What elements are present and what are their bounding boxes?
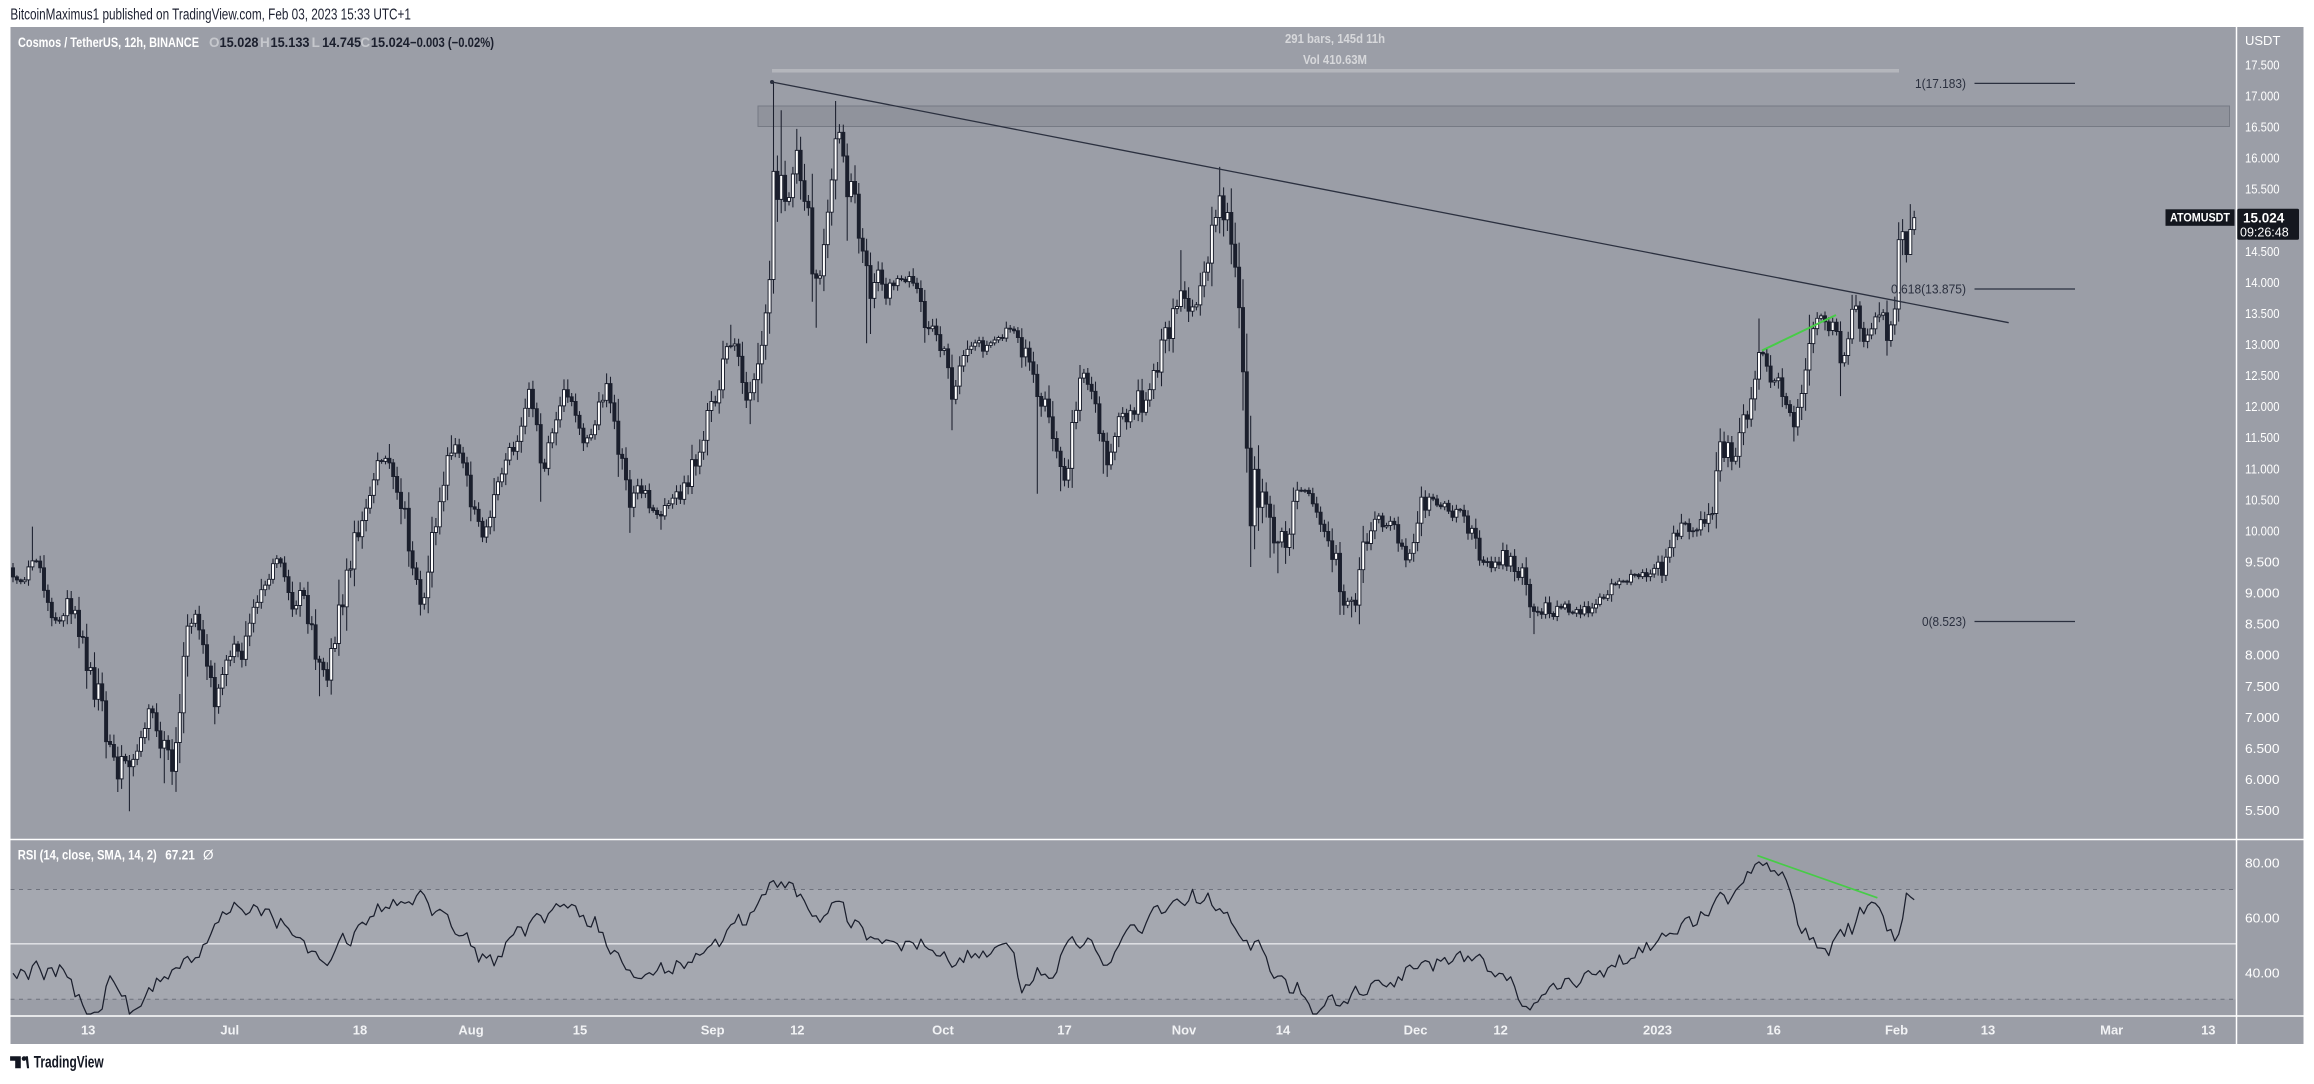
- svg-text:Oct: Oct: [932, 1023, 954, 1038]
- svg-text:13: 13: [2201, 1023, 2215, 1038]
- svg-text:15.024: 15.024: [371, 35, 410, 50]
- svg-text:17: 17: [1057, 1023, 1071, 1038]
- svg-text:13: 13: [81, 1023, 95, 1038]
- svg-text:Feb: Feb: [1885, 1023, 1908, 1038]
- svg-text:14.745: 14.745: [322, 35, 361, 50]
- svg-text:−0.003 (−0.02%): −0.003 (−0.02%): [410, 35, 494, 50]
- svg-text:09:26:48: 09:26:48: [2240, 226, 2289, 240]
- svg-text:17.000: 17.000: [2245, 89, 2280, 104]
- svg-text:Aug: Aug: [458, 1023, 483, 1038]
- svg-text:8.000: 8.000: [2245, 648, 2280, 663]
- svg-text:8.500: 8.500: [2245, 617, 2280, 632]
- svg-text:7.500: 7.500: [2245, 679, 2280, 694]
- svg-text:Jul: Jul: [220, 1023, 239, 1038]
- svg-text:13.000: 13.000: [2245, 337, 2280, 352]
- svg-text:12: 12: [790, 1023, 804, 1038]
- svg-text:Mar: Mar: [2100, 1023, 2123, 1038]
- svg-text:40.00: 40.00: [2245, 966, 2280, 981]
- svg-text:15.028: 15.028: [220, 35, 259, 50]
- svg-text:L: L: [312, 35, 320, 50]
- svg-text:Ø: Ø: [203, 848, 214, 863]
- svg-text:12.000: 12.000: [2245, 399, 2280, 414]
- svg-text:11.500: 11.500: [2245, 430, 2280, 445]
- svg-text:9.500: 9.500: [2245, 555, 2280, 570]
- svg-text:12: 12: [1493, 1023, 1507, 1038]
- svg-text:Nov: Nov: [1172, 1023, 1197, 1038]
- svg-text:13.500: 13.500: [2245, 306, 2280, 321]
- svg-text:18: 18: [353, 1023, 367, 1038]
- svg-text:0.618(13.875): 0.618(13.875): [1891, 282, 1966, 297]
- svg-text:16: 16: [1766, 1023, 1780, 1038]
- svg-text:5.500: 5.500: [2245, 803, 2280, 818]
- svg-text:7.000: 7.000: [2245, 710, 2280, 725]
- svg-text:12.500: 12.500: [2245, 368, 2280, 383]
- svg-text:60.00: 60.00: [2245, 911, 2280, 926]
- svg-text:16.500: 16.500: [2245, 120, 2280, 135]
- svg-text:15: 15: [573, 1023, 587, 1038]
- svg-text:2023: 2023: [1643, 1023, 1672, 1038]
- svg-text:10.000: 10.000: [2245, 524, 2280, 539]
- svg-text:14.500: 14.500: [2245, 244, 2280, 259]
- svg-text:9.000: 9.000: [2245, 586, 2280, 601]
- svg-text:67.21: 67.21: [165, 848, 195, 863]
- svg-text:ATOMUSDT: ATOMUSDT: [2170, 213, 2230, 225]
- svg-text:6.000: 6.000: [2245, 772, 2280, 787]
- svg-text:Sep: Sep: [701, 1023, 725, 1038]
- svg-text:6.500: 6.500: [2245, 741, 2280, 756]
- svg-text:Cosmos / TetherUS, 12h, BINANC: Cosmos / TetherUS, 12h, BINANCE: [18, 35, 199, 50]
- svg-text:10.500: 10.500: [2245, 492, 2280, 507]
- svg-text:BitcoinMaximus1 published on T: BitcoinMaximus1 published on TradingView…: [10, 7, 411, 24]
- svg-text:H: H: [260, 35, 270, 50]
- svg-text:15.133: 15.133: [271, 35, 310, 50]
- svg-text:C: C: [360, 35, 370, 50]
- svg-text:291 bars, 145d 11h: 291 bars, 145d 11h: [1285, 31, 1385, 46]
- svg-text:11.000: 11.000: [2245, 461, 2280, 476]
- svg-text:Vol 410.63M: Vol 410.63M: [1303, 52, 1367, 67]
- svg-text:1(17.183): 1(17.183): [1915, 76, 1966, 91]
- svg-text:0(8.523): 0(8.523): [1922, 614, 1966, 629]
- svg-text:16.000: 16.000: [2245, 151, 2280, 166]
- svg-text:TradingView: TradingView: [34, 1054, 104, 1072]
- svg-text:15.500: 15.500: [2245, 182, 2280, 197]
- svg-text:O: O: [209, 35, 220, 50]
- svg-text:USDT: USDT: [2245, 33, 2280, 48]
- svg-text:Dec: Dec: [1404, 1023, 1428, 1038]
- svg-text:14.000: 14.000: [2245, 275, 2280, 290]
- svg-text:14: 14: [1276, 1023, 1291, 1038]
- svg-text:80.00: 80.00: [2245, 856, 2280, 871]
- svg-text:13: 13: [1981, 1023, 1995, 1038]
- svg-text:RSI (14, close, SMA, 14, 2): RSI (14, close, SMA, 14, 2): [18, 848, 157, 863]
- svg-text:15.024: 15.024: [2243, 211, 2285, 226]
- svg-text:17.500: 17.500: [2245, 57, 2280, 72]
